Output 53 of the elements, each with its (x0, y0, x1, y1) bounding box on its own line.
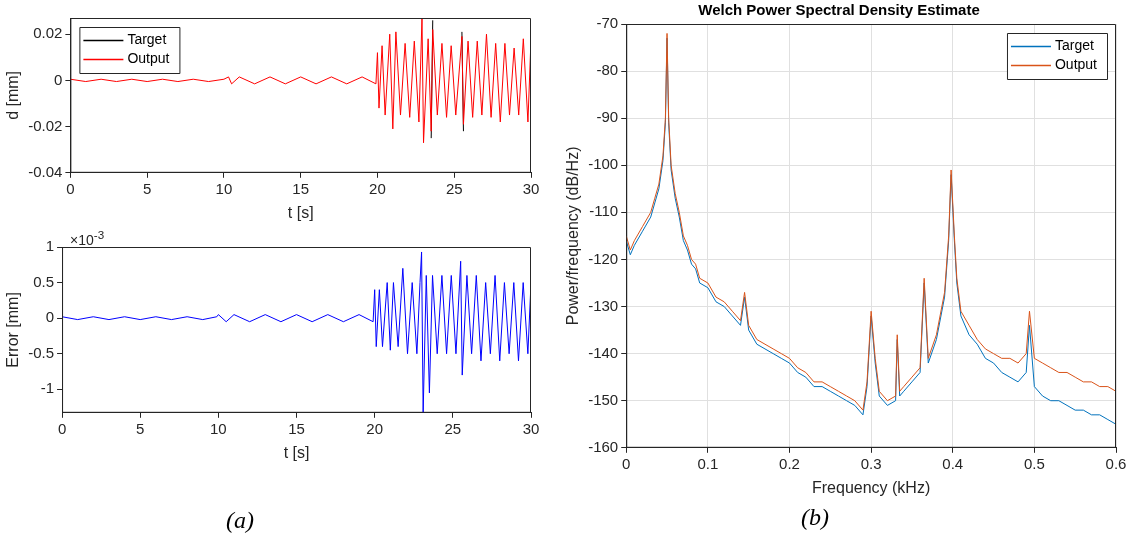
y-tick-label: -130 (588, 296, 619, 314)
y-tick-label: -0.5 (28, 343, 55, 361)
y-tick-label: 0.02 (33, 24, 63, 42)
x-tick-label: 20 (369, 179, 386, 197)
text: (b) (801, 504, 829, 531)
y-axis-title: d [mm] (4, 70, 22, 120)
x-tick-label: 10 (210, 419, 227, 437)
y-tick-label: -80 (596, 61, 619, 79)
annotation: ×10$^{-3}$ (70, 228, 105, 248)
y-tick-label: -0.02 (28, 116, 63, 134)
x-tick-label: 0.2 (779, 454, 800, 472)
x-tick-label: 30 (522, 179, 540, 197)
y-tick-label: 1 (45, 237, 55, 255)
y-tick-label: -0.04 (28, 162, 63, 180)
x-tick-label: 0.4 (942, 454, 964, 472)
chart-title: Welch Power Spectral Density Estimate (698, 1, 980, 19)
y-tick-label: 0 (45, 308, 55, 326)
text: (a) (226, 507, 254, 534)
x-tick-label: 0.3 (860, 454, 882, 472)
x-tick-label: 0 (66, 179, 75, 197)
y-axis-title: Power/frequency (dB/Hz) (564, 146, 582, 326)
y-tick-label: 0 (54, 70, 63, 88)
x-axis-title: t [s] (283, 443, 310, 461)
legend-label: Target (1054, 37, 1094, 54)
y-tick-label: -1 (40, 379, 55, 397)
y-tick-label: -90 (596, 108, 619, 126)
y-axis-title: Error [mm] (4, 292, 22, 368)
x-tick-label: 10 (215, 179, 233, 197)
x-tick-label: 0.5 (1023, 454, 1045, 472)
x-axis-title: Frequency (kHz) (811, 478, 931, 496)
x-tick-label: 25 (445, 179, 463, 197)
legend-label: Output (1054, 56, 1098, 73)
x-tick-label: 0.1 (697, 454, 719, 472)
x-tick-label: 15 (288, 419, 305, 437)
x-tick-label: 5 (142, 179, 152, 197)
x-axis-title: t [s] (287, 203, 314, 221)
y-tick-label: -140 (588, 343, 619, 361)
y-tick-label: -100 (588, 155, 619, 173)
legend-label: Target (127, 31, 167, 48)
x-tick-label: 5 (136, 419, 145, 437)
y-tick-label: -110 (589, 202, 619, 220)
x-tick-label: 0 (622, 454, 631, 472)
x-tick-label: 15 (292, 179, 310, 197)
y-tick-label: -160 (588, 437, 619, 455)
y-tick-label: -150 (588, 390, 619, 408)
y-tick-label: -70 (596, 14, 619, 32)
x-tick-label: 0.6 (1105, 454, 1127, 472)
legend-label: Output (127, 50, 170, 67)
y-tick-label: -120 (588, 249, 619, 267)
y-tick-label: 0.5 (33, 272, 55, 290)
x-tick-label: 20 (366, 419, 384, 437)
x-tick-label: 25 (444, 419, 462, 437)
x-tick-label: 30 (522, 419, 540, 437)
